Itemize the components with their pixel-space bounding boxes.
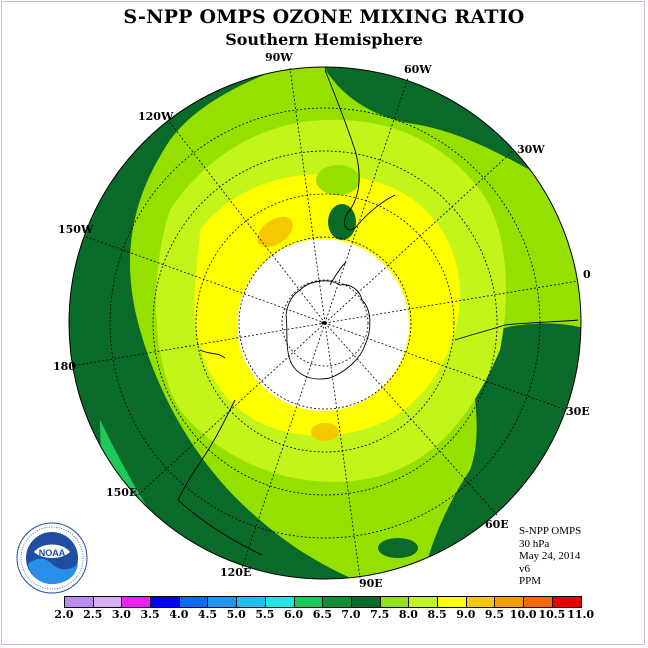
colorbar-swatch — [351, 597, 381, 607]
pressure-level: 30 hPa — [519, 537, 550, 550]
ozone-low-patch — [328, 204, 356, 240]
lon-label-60w: 60W — [404, 63, 432, 76]
colorbar-swatch — [93, 597, 123, 607]
units-label: PPM — [519, 575, 542, 587]
colorbar-tick-label: 3.5 — [140, 608, 160, 621]
ozone-low-west — [69, 67, 380, 579]
colorbar-tick-label: 6.0 — [284, 608, 304, 621]
instrument-label: S-NPP OMPS — [519, 525, 582, 537]
colorbar-tick-label: 9.5 — [484, 608, 505, 621]
colorbar-tick-label: 7.5 — [370, 608, 390, 621]
colorbar-tick-label: 6.5 — [312, 608, 332, 621]
colorbar-tick-label: 5.0 — [226, 608, 246, 621]
colorbar-tick-label: 5.5 — [255, 608, 275, 621]
lon-label-150w: 150W — [58, 223, 94, 236]
noaa-logo-icon: NOAA — [16, 522, 88, 594]
colorbar-swatch — [179, 597, 209, 607]
ozone-max-patch — [257, 216, 293, 248]
version-label: v6 — [519, 562, 530, 575]
colorbar-swatch — [495, 597, 524, 607]
map-boundary — [68, 66, 582, 580]
lon-label-30w: 30W — [517, 143, 545, 156]
colorbar-tick-label: 4.5 — [197, 608, 218, 621]
polar-night-mask — [237, 239, 409, 411]
lon-label-30e: 30E — [566, 405, 590, 418]
lon-label-150e: 150E — [106, 486, 138, 499]
colorbar-tick-label: 9.0 — [456, 608, 476, 621]
colorbar-tick-label: 10.0 — [509, 608, 537, 621]
colorbar-tick-label: 2.5 — [83, 608, 103, 621]
ozone-low-patch — [378, 538, 418, 558]
colorbar-swatch — [437, 597, 467, 607]
meridians — [71, 67, 579, 579]
lon-label-90w: 90W — [265, 51, 293, 64]
colorbar-swatch — [552, 597, 582, 607]
lon-label-180: 180 — [53, 360, 76, 373]
colorbar-swatch — [65, 597, 94, 607]
ozone-max-patch — [311, 423, 339, 441]
colorbar-swatch — [323, 597, 352, 607]
colorbar — [64, 596, 583, 608]
colorbar-tick-label: 8.5 — [427, 608, 447, 621]
lon-label-60e: 60E — [485, 518, 509, 531]
colorbar-swatch — [409, 597, 438, 607]
colorbar-tick-label: 2.0 — [54, 608, 74, 621]
ozone-patch — [316, 165, 360, 195]
lon-label-90e: 90E — [359, 577, 383, 590]
colorbar-swatch — [294, 597, 324, 607]
lon-label-120w: 120W — [138, 110, 174, 123]
colorbar-swatch — [265, 597, 295, 607]
colorbar-swatch — [380, 597, 410, 607]
colorbar-tick-label: 4.0 — [169, 608, 189, 621]
logo-text: NOAA — [39, 548, 66, 558]
south-pole-marker — [321, 321, 325, 325]
latitude-circles — [109, 107, 541, 539]
colorbar-swatch — [208, 597, 238, 607]
colorbar-swatch — [524, 597, 553, 607]
colorbar-swatch — [237, 597, 266, 607]
colorbar-swatch — [151, 597, 180, 607]
map-title: S-NPP OMPS OZONE MIXING RATIO — [123, 6, 525, 28]
colorbar-tick-label: 8.0 — [398, 608, 418, 621]
colorbar-tick-label: 11.0 — [567, 608, 594, 621]
colorbar-tick-label: 3.0 — [111, 608, 131, 621]
lon-label-0: 0 — [583, 268, 591, 281]
ozone-ring-85 — [418, 274, 458, 302]
map-subtitle: Southern Hemisphere — [225, 30, 423, 49]
colorbar-swatch — [122, 597, 152, 607]
coastlines — [177, 69, 579, 556]
colorbar-swatch — [466, 597, 496, 607]
info-block: S-NPP OMPS 30 hPa May 24, 2014 v6 PPM — [519, 525, 581, 588]
date-label: May 24, 2014 — [519, 550, 581, 562]
colorbar-tick-label: 10.5 — [538, 608, 566, 621]
colorbar-ticks: 2.0 2.5 3.0 3.5 4.0 4.5 5.0 5.5 6.0 6.5 7.0 7.5 8.0 8… — [54, 608, 596, 622]
lon-label-120e: 120E — [220, 566, 252, 579]
colorbar-tick-label: 7.0 — [341, 608, 361, 621]
